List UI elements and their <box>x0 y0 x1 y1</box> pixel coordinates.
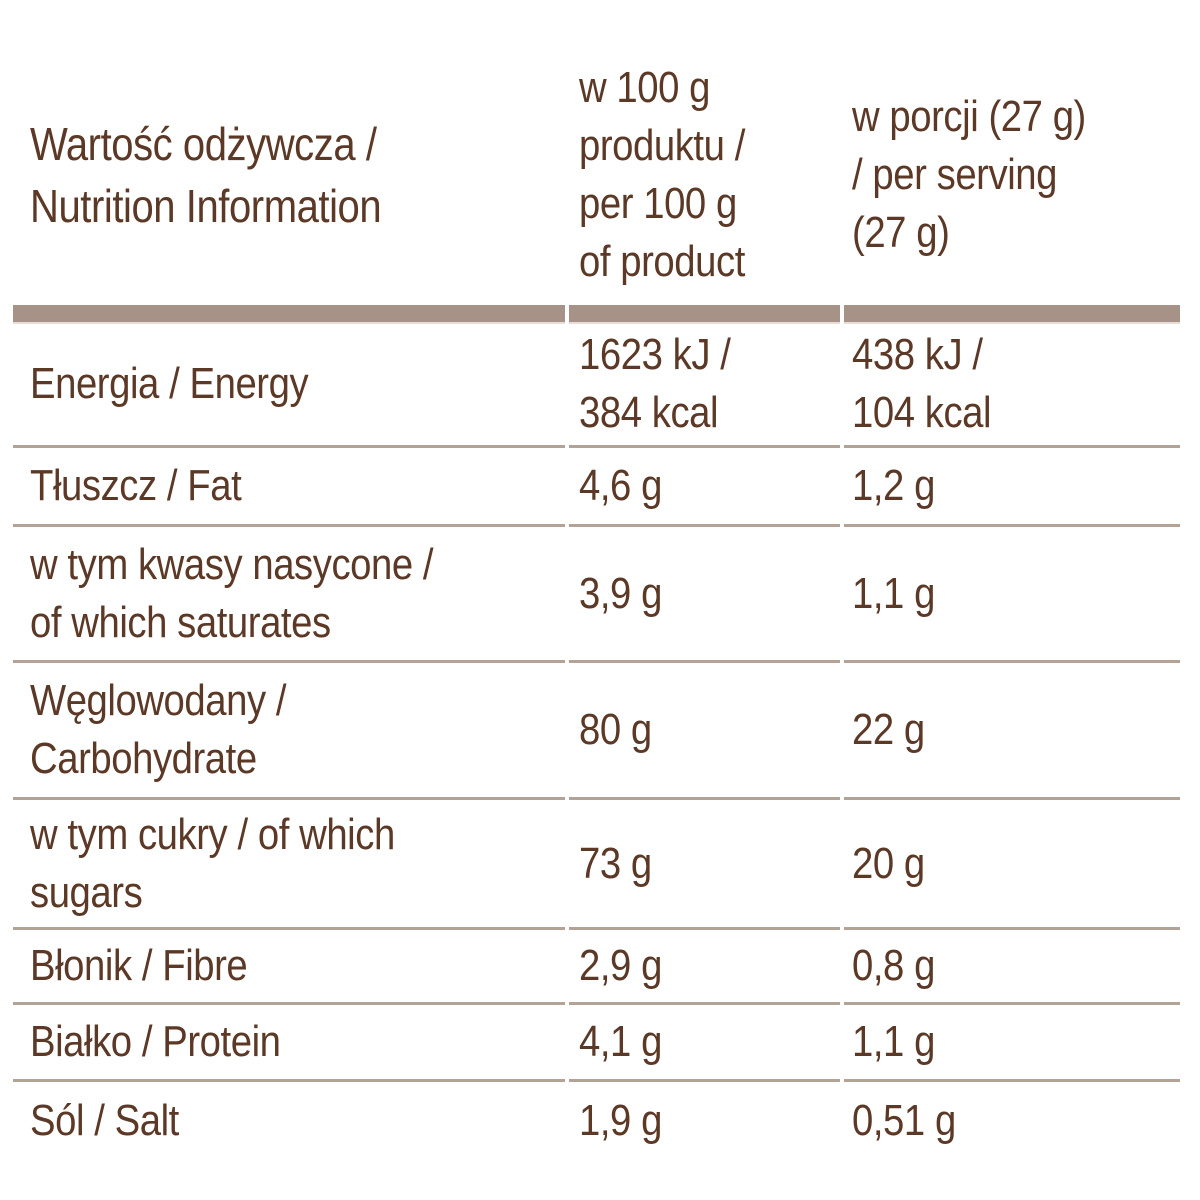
header-nutrient-label: Wartość odżywcza / Nutrition Information <box>30 118 382 232</box>
value-per-serving: 0,51 g <box>852 1096 956 1145</box>
value-per-100g: 2,9 g <box>569 930 840 1005</box>
header-per-100g-label: w 100 g produktu / per 100 g of product <box>579 63 745 286</box>
value-per-100g: 80 g <box>569 663 840 800</box>
header-per-serving: w porcji (27 g) / per serving (27 g) <box>844 45 1180 305</box>
nutrition-table: Wartość odżywcza / Nutrition Information… <box>13 45 1180 1160</box>
value-per-serving: 22 g <box>844 663 1180 800</box>
value-per-serving: 1,1 g <box>844 527 1180 663</box>
value-per-100g: 4,6 g <box>569 448 840 527</box>
row-label: Energia / Energy <box>13 322 565 448</box>
value-per-serving: 1,1 g <box>844 1005 1180 1082</box>
row-label: w tym kwasy nasycone / of which saturate… <box>13 527 565 663</box>
separator-bar-segment <box>844 305 1180 322</box>
value-per-100g: 1,9 g <box>579 1096 662 1145</box>
row-label: Sól / Salt <box>30 1096 179 1145</box>
value-per-serving: 438 kJ / 104 kcal <box>844 322 1180 448</box>
separator-bar-segment <box>569 305 840 322</box>
value-per-100g: 1623 kJ / 384 kcal <box>569 322 840 448</box>
header-nutrient: Wartość odżywcza / Nutrition Information <box>13 45 565 305</box>
value-per-100g: 3,9 g <box>569 527 840 663</box>
row-label: Błonik / Fibre <box>13 930 565 1005</box>
row-label: Tłuszcz / Fat <box>13 448 565 527</box>
row-label: w tym cukry / of which sugars <box>13 800 565 930</box>
value-per-100g: 4,1 g <box>569 1005 840 1082</box>
row-label: Węglowodany / Carbohydrate <box>13 663 565 800</box>
header-per-100g: w 100 g produktu / per 100 g of product <box>569 45 840 305</box>
row-label: Białko / Protein <box>13 1005 565 1082</box>
header-per-serving-label: w porcji (27 g) / per serving (27 g) <box>852 92 1086 257</box>
separator-bar-segment <box>13 305 565 322</box>
value-per-serving: 1,2 g <box>844 448 1180 527</box>
value-per-100g: 73 g <box>569 800 840 930</box>
value-per-serving: 0,8 g <box>844 930 1180 1005</box>
value-per-serving: 20 g <box>844 800 1180 930</box>
